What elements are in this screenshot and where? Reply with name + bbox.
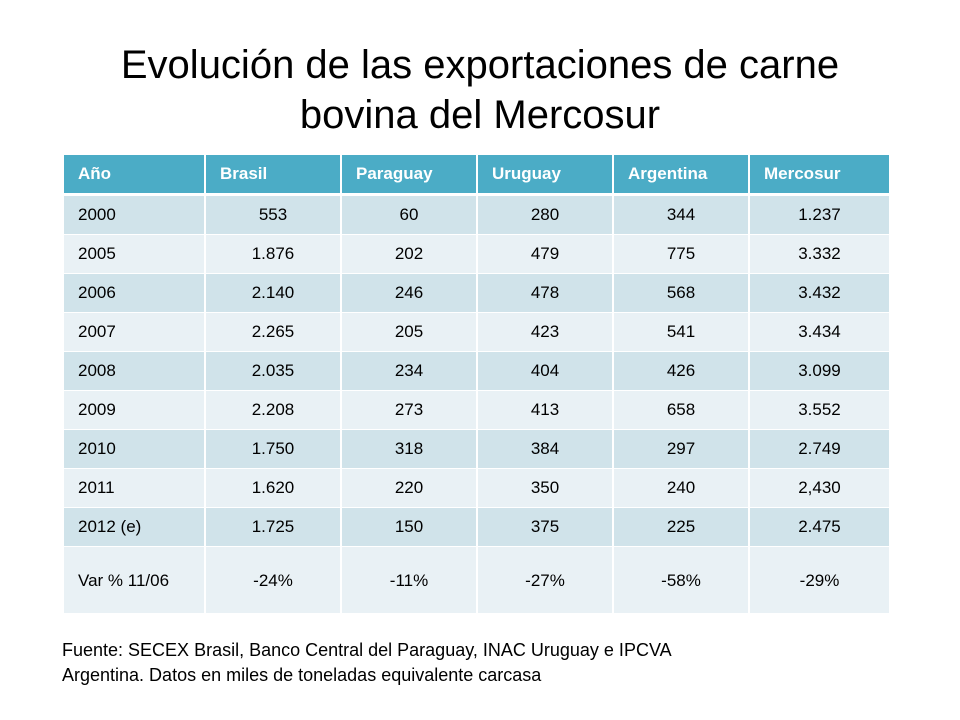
cell-uruguay: 350 <box>477 468 614 508</box>
cell-mercosur: 2.749 <box>749 429 891 469</box>
cell-paraguay: 60 <box>341 194 478 235</box>
cell-paraguay: 202 <box>341 234 478 274</box>
source-line-2: Argentina. Datos en miles de toneladas e… <box>62 665 542 685</box>
cell-argentina: 240 <box>613 468 750 508</box>
cell-brasil: 1.750 <box>205 429 342 469</box>
slide-title: Evolución de las exportaciones de carne … <box>80 40 880 140</box>
cell-brasil: 2.208 <box>205 390 342 430</box>
cell-paraguay: 205 <box>341 312 478 352</box>
cell-argentina: 775 <box>613 234 750 274</box>
cell-argentina: 225 <box>613 507 750 547</box>
cell-brasil: -24% <box>205 546 342 614</box>
cell-uruguay: 404 <box>477 351 614 391</box>
cell-year: 2006 <box>64 273 206 313</box>
header-brasil: Brasil <box>205 155 342 196</box>
table-row: 2010 1.750 318 384 297 2.749 <box>64 429 891 469</box>
table-row: 2005 1.876 202 479 775 3.332 <box>64 234 891 274</box>
cell-mercosur: 3.434 <box>749 312 891 352</box>
cell-uruguay: 375 <box>477 507 614 547</box>
table-header: Año Brasil Paraguay Uruguay Argentina Me… <box>64 155 891 196</box>
cell-brasil: 2.035 <box>205 351 342 391</box>
table-row: 2011 1.620 220 350 240 2,430 <box>64 468 891 508</box>
cell-uruguay: 280 <box>477 194 614 235</box>
cell-paraguay: 273 <box>341 390 478 430</box>
cell-uruguay: -27% <box>477 546 614 614</box>
cell-mercosur: 2.475 <box>749 507 891 547</box>
cell-brasil: 553 <box>205 194 342 235</box>
cell-brasil: 1.725 <box>205 507 342 547</box>
cell-paraguay: -11% <box>341 546 478 614</box>
cell-year: 2005 <box>64 234 206 274</box>
cell-mercosur: 3.332 <box>749 234 891 274</box>
exports-table: Año Brasil Paraguay Uruguay Argentina Me… <box>64 155 891 614</box>
source-line-1: Fuente: SECEX Brasil, Banco Central del … <box>62 640 672 660</box>
cell-argentina: 297 <box>613 429 750 469</box>
cell-mercosur: 3.099 <box>749 351 891 391</box>
header-year: Año <box>64 155 206 196</box>
cell-argentina: 568 <box>613 273 750 313</box>
cell-argentina: 658 <box>613 390 750 430</box>
cell-year: 2010 <box>64 429 206 469</box>
title-line-2: bovina del Mercosur <box>299 93 661 137</box>
cell-mercosur: 1.237 <box>749 194 891 235</box>
cell-mercosur: 2,430 <box>749 468 891 508</box>
cell-uruguay: 413 <box>477 390 614 430</box>
cell-paraguay: 150 <box>341 507 478 547</box>
header-mercosur: Mercosur <box>749 155 891 196</box>
cell-brasil: 2.265 <box>205 312 342 352</box>
cell-mercosur: 3.552 <box>749 390 891 430</box>
table-body: 2000 553 60 280 344 1.237 2005 1.876 202… <box>64 194 891 614</box>
table-row: 2008 2.035 234 404 426 3.099 <box>64 351 891 391</box>
cell-paraguay: 234 <box>341 351 478 391</box>
cell-year: 2008 <box>64 351 206 391</box>
table-row: 2009 2.208 273 413 658 3.552 <box>64 390 891 430</box>
cell-paraguay: 246 <box>341 273 478 313</box>
cell-brasil: 1.620 <box>205 468 342 508</box>
cell-argentina: 541 <box>613 312 750 352</box>
cell-argentina: 344 <box>613 194 750 235</box>
cell-year: 2009 <box>64 390 206 430</box>
cell-uruguay: 478 <box>477 273 614 313</box>
cell-year: 2000 <box>64 194 206 235</box>
cell-argentina: 426 <box>613 351 750 391</box>
cell-uruguay: 384 <box>477 429 614 469</box>
cell-paraguay: 318 <box>341 429 478 469</box>
cell-year: 2007 <box>64 312 206 352</box>
header-row: Año Brasil Paraguay Uruguay Argentina Me… <box>64 155 891 196</box>
cell-paraguay: 220 <box>341 468 478 508</box>
cell-year: Var % 11/06 <box>64 546 206 614</box>
header-uruguay: Uruguay <box>477 155 614 196</box>
header-paraguay: Paraguay <box>341 155 478 196</box>
cell-uruguay: 479 <box>477 234 614 274</box>
cell-uruguay: 423 <box>477 312 614 352</box>
source-note: Fuente: SECEX Brasil, Banco Central del … <box>62 638 902 688</box>
cell-year: 2012 (e) <box>64 507 206 547</box>
cell-mercosur: 3.432 <box>749 273 891 313</box>
cell-year: 2011 <box>64 468 206 508</box>
table-row: 2012 (e) 1.725 150 375 225 2.475 <box>64 507 891 547</box>
table-row-variation: Var % 11/06 -24% -11% -27% -58% -29% <box>64 546 891 614</box>
table-row: 2000 553 60 280 344 1.237 <box>64 194 891 235</box>
title-line-1: Evolución de las exportaciones de carne <box>120 43 840 87</box>
cell-mercosur: -29% <box>749 546 891 614</box>
header-argentina: Argentina <box>613 155 750 196</box>
cell-argentina: -58% <box>613 546 750 614</box>
table-row: 2007 2.265 205 423 541 3.434 <box>64 312 891 352</box>
table-row: 2006 2.140 246 478 568 3.432 <box>64 273 891 313</box>
cell-brasil: 1.876 <box>205 234 342 274</box>
cell-brasil: 2.140 <box>205 273 342 313</box>
